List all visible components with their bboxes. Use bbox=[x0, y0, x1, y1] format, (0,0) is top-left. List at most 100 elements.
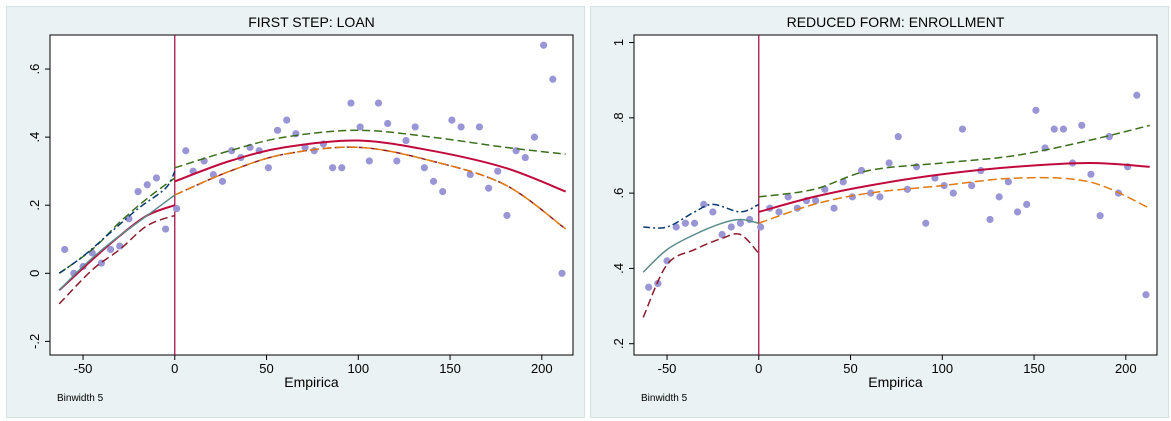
bin-mean-point bbox=[374, 99, 383, 107]
bin-mean-point bbox=[530, 133, 539, 141]
x-tick-label: 150 bbox=[439, 361, 461, 376]
x-tick-label: 50 bbox=[843, 361, 857, 376]
binwidth-note: Binwidth 5 bbox=[57, 393, 104, 404]
bin-mean-point bbox=[283, 116, 291, 124]
y-tick-label: .6 bbox=[27, 64, 42, 75]
fit-curve-local-upper-left bbox=[58, 170, 176, 274]
y-tick-label: 0 bbox=[27, 270, 42, 277]
fit-curve-right-lower-right bbox=[758, 176, 1150, 224]
bin-mean-point bbox=[347, 99, 355, 107]
x-tick-label: -50 bbox=[658, 361, 677, 376]
bin-mean-point bbox=[402, 136, 410, 145]
x-tick-label: 200 bbox=[531, 361, 553, 376]
bin-mean-point bbox=[475, 123, 484, 131]
bin-mean-point bbox=[494, 167, 502, 175]
bin-mean-point bbox=[727, 223, 735, 231]
binwidth-note: Binwidth 5 bbox=[641, 393, 688, 404]
fit-curve-local-upper-left bbox=[643, 203, 760, 229]
fit-curve-fit-right bbox=[758, 161, 1150, 213]
bin-mean-point bbox=[134, 187, 142, 196]
chart-title: FIRST STEP: LOAN bbox=[248, 14, 375, 30]
x-tick-label: 100 bbox=[347, 361, 369, 376]
bin-mean-point bbox=[228, 147, 236, 155]
plot-area bbox=[633, 34, 1158, 356]
x-tick-label: -50 bbox=[74, 361, 93, 376]
bin-mean-point bbox=[885, 159, 893, 167]
bin-mean-point bbox=[61, 245, 69, 254]
bin-mean-point bbox=[182, 147, 190, 155]
bin-mean-point bbox=[540, 41, 548, 49]
bin-mean-point bbox=[830, 204, 838, 212]
bin-mean-point bbox=[365, 157, 373, 165]
y-tick-label: .8 bbox=[611, 112, 626, 123]
y-tick-label: .4 bbox=[611, 263, 626, 274]
bin-mean-point bbox=[429, 177, 438, 185]
bin-mean-point bbox=[503, 211, 511, 220]
bin-mean-point bbox=[356, 123, 364, 131]
y-tick-label: .4 bbox=[27, 132, 42, 143]
bin-mean-point bbox=[709, 208, 717, 216]
fit-curve-local-fit-left bbox=[58, 194, 176, 291]
bin-mean-point bbox=[420, 164, 428, 172]
bin-mean-point bbox=[1023, 200, 1031, 209]
fit-curve-upper-ci-left bbox=[58, 177, 176, 274]
bin-mean-point bbox=[549, 75, 557, 83]
chart-loan: FIRST STEP: LOAN -.2 0 .2 .4 .6 -50 0 50 100 150 20… bbox=[27, 14, 574, 404]
fit-curve-upper-ci-right bbox=[758, 124, 1150, 198]
bin-mean-point bbox=[1059, 125, 1068, 133]
bin-mean-point bbox=[690, 219, 699, 227]
bin-mean-point bbox=[457, 123, 465, 131]
bin-mean-point bbox=[700, 200, 708, 209]
bin-mean-point bbox=[173, 205, 181, 213]
bin-mean-point bbox=[329, 164, 337, 172]
bin-mean-point bbox=[1032, 106, 1040, 114]
bin-mean-point bbox=[1004, 178, 1012, 186]
bin-mean-point bbox=[521, 153, 529, 162]
bin-mean-point bbox=[812, 197, 820, 205]
y-tick-label: .2 bbox=[27, 200, 42, 211]
y-tick-label: 1 bbox=[611, 39, 626, 46]
chart-panel-right: REDUCED FORM: ENROLLMENT .2 .4 .6 .8 1 -50 0 50 1… bbox=[590, 6, 1169, 418]
bin-mean-point bbox=[162, 225, 170, 233]
bin-mean-point bbox=[672, 223, 680, 231]
bin-mean-point bbox=[784, 193, 792, 201]
y-tick-label: -.2 bbox=[27, 334, 42, 349]
x-tick-label: 100 bbox=[931, 361, 953, 376]
bin-mean-point bbox=[466, 170, 474, 179]
bin-mean-point bbox=[681, 219, 689, 227]
bin-mean-point bbox=[264, 164, 272, 172]
bin-mean-point bbox=[718, 230, 726, 239]
plot-area bbox=[49, 34, 574, 356]
bin-mean-point bbox=[775, 208, 783, 216]
bin-mean-point bbox=[273, 126, 282, 134]
bin-mean-point bbox=[484, 184, 493, 192]
fit-curve-local-fit-left bbox=[642, 218, 759, 273]
bin-mean-point bbox=[152, 174, 161, 182]
bin-mean-point bbox=[757, 223, 765, 231]
bin-mean-point bbox=[968, 181, 976, 190]
bin-mean-point bbox=[1142, 291, 1150, 299]
fit-curve-lower-ci-left bbox=[58, 214, 176, 305]
bin-mean-point bbox=[922, 219, 930, 227]
plot-contents bbox=[58, 35, 567, 355]
bin-mean-point bbox=[821, 185, 829, 193]
bin-mean-point bbox=[876, 193, 884, 201]
y-tick-label: .2 bbox=[611, 338, 626, 349]
fit-curve-upper-ci-right bbox=[174, 129, 566, 169]
bin-mean-point bbox=[736, 219, 745, 227]
fit-curve-fit-right bbox=[174, 139, 567, 193]
bin-mean-point bbox=[439, 187, 447, 196]
bin-mean-point bbox=[645, 283, 653, 291]
bin-mean-point bbox=[310, 147, 318, 155]
bin-mean-point bbox=[1050, 125, 1058, 133]
chart-panel-left: FIRST STEP: LOAN -.2 0 .2 .4 .6 -50 0 50 100 150 20… bbox=[6, 6, 585, 418]
x-axis-label: Empirica bbox=[284, 374, 339, 390]
bin-mean-point bbox=[106, 245, 115, 254]
bin-mean-point bbox=[116, 242, 124, 250]
bin-mean-point bbox=[958, 125, 967, 133]
x-tick-label: 0 bbox=[171, 361, 178, 376]
bin-mean-point bbox=[125, 215, 133, 223]
bin-mean-point bbox=[448, 116, 456, 124]
chart-enrollment: REDUCED FORM: ENROLLMENT .2 .4 .6 .8 1 -50 0 50 1… bbox=[611, 14, 1158, 404]
bin-mean-point bbox=[558, 269, 566, 277]
